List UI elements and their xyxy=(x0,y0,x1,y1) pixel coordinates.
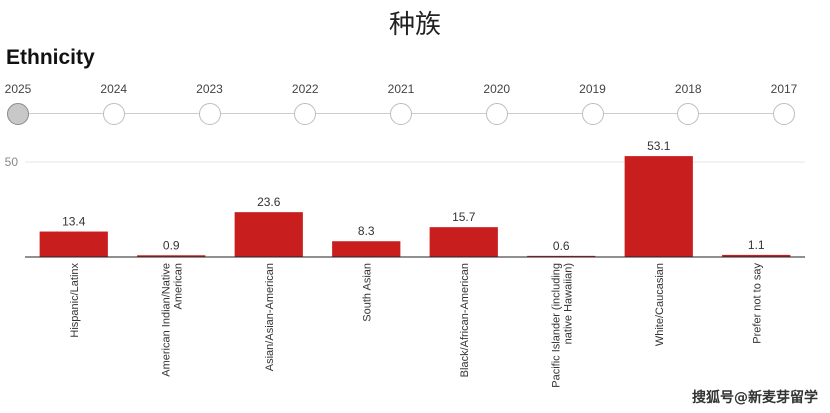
x-tick-label: Asian/Asian-American xyxy=(264,263,276,371)
timeline-year-label: 2024 xyxy=(100,82,128,96)
data-label: 23.6 xyxy=(257,195,281,209)
timeline-year-2017[interactable]: 2017 xyxy=(754,78,814,138)
timeline-year-label: 2019 xyxy=(579,82,606,96)
data-label: 1.1 xyxy=(748,238,765,252)
timeline-year-dot[interactable] xyxy=(198,103,221,125)
timeline-year-2022[interactable]: 2022 xyxy=(275,78,335,138)
chart-title: Ethnicity xyxy=(6,46,95,69)
data-label: 0.6 xyxy=(553,239,570,253)
timeline-year-2023[interactable]: 2023 xyxy=(180,78,240,138)
timeline-year-label: 2025 xyxy=(4,82,32,96)
bar-5 xyxy=(429,227,498,257)
bar-8 xyxy=(722,254,791,257)
timeline-year-2018[interactable]: 2018 xyxy=(658,78,718,138)
x-tick-label-line: Asian/Asian-American xyxy=(264,263,276,371)
bar-2 xyxy=(137,255,206,257)
bar-3 xyxy=(234,212,303,257)
x-tick-label-line: Prefer not to say xyxy=(751,263,763,344)
page-heading: 种族 xyxy=(388,10,441,40)
x-tick-label: Black/African-American xyxy=(459,263,471,377)
timeline-year-2025[interactable]: 2025 xyxy=(0,78,48,138)
x-tick-label: American Indian/Native American xyxy=(160,263,184,377)
timeline-year-label: 2023 xyxy=(196,82,223,96)
data-label: 15.7 xyxy=(452,210,476,224)
bar-7 xyxy=(624,156,693,257)
x-tick-label-line: South Asian xyxy=(361,263,373,322)
data-label: 0.9 xyxy=(163,238,180,252)
x-tick-label-line: White/Caucasian xyxy=(654,263,666,346)
timeline-year-dot[interactable] xyxy=(581,103,604,125)
x-tick-label-line: American xyxy=(172,263,184,309)
data-label: 8.3 xyxy=(358,224,375,238)
data-label: 13.4 xyxy=(62,215,86,229)
timeline-year-dot[interactable] xyxy=(7,103,29,125)
timeline-year-2021[interactable]: 2021 xyxy=(371,78,431,138)
timeline-year-dot[interactable] xyxy=(390,103,412,125)
timeline-year-label: 2021 xyxy=(387,82,415,96)
x-tick-label: White/Caucasian xyxy=(654,263,666,346)
timeline-year-2020[interactable]: 2020 xyxy=(467,78,527,138)
x-tick-label: Prefer not to say xyxy=(751,263,763,344)
year-timeline: 2025 2024 2023 2022 2021 2020 2019 2018 2017 xyxy=(0,78,830,138)
timeline-year-label: 2022 xyxy=(291,82,319,96)
timeline-year-label: 2020 xyxy=(483,82,511,96)
timeline-year-dot[interactable] xyxy=(677,103,700,125)
x-tick-label-line: native Hawaiian) xyxy=(562,263,574,344)
y-tick-label: 50 xyxy=(5,155,19,169)
bar-6 xyxy=(527,255,596,257)
timeline-year-2019[interactable]: 2019 xyxy=(563,78,623,138)
data-label: 53.1 xyxy=(647,139,671,153)
x-tick-label: Pacific Islander (including native Hawaii… xyxy=(550,263,574,388)
timeline-year-label: 2017 xyxy=(770,82,798,96)
timeline-year-dot[interactable] xyxy=(102,103,125,125)
x-tick-label-line: Hispanic/Latinx xyxy=(69,263,81,338)
x-tick-label: Hispanic/Latinx xyxy=(69,263,81,338)
x-tick-label: South Asian xyxy=(361,263,373,322)
bar-1 xyxy=(39,231,108,257)
x-tick-label-line: American Indian/Native xyxy=(160,263,172,377)
timeline-year-2024[interactable]: 2024 xyxy=(84,78,144,138)
timeline-year-dot[interactable] xyxy=(485,103,508,125)
timeline-year-label: 2018 xyxy=(674,82,702,96)
watermark-text: 搜狐号@新麦芽留学 xyxy=(692,390,818,406)
timeline-year-dot[interactable] xyxy=(773,103,795,125)
timeline-year-dot[interactable] xyxy=(294,103,317,125)
bar-4 xyxy=(332,241,401,257)
x-tick-label-line: Pacific Islander (including xyxy=(550,263,562,388)
x-tick-label-line: Black/African-American xyxy=(459,263,471,377)
